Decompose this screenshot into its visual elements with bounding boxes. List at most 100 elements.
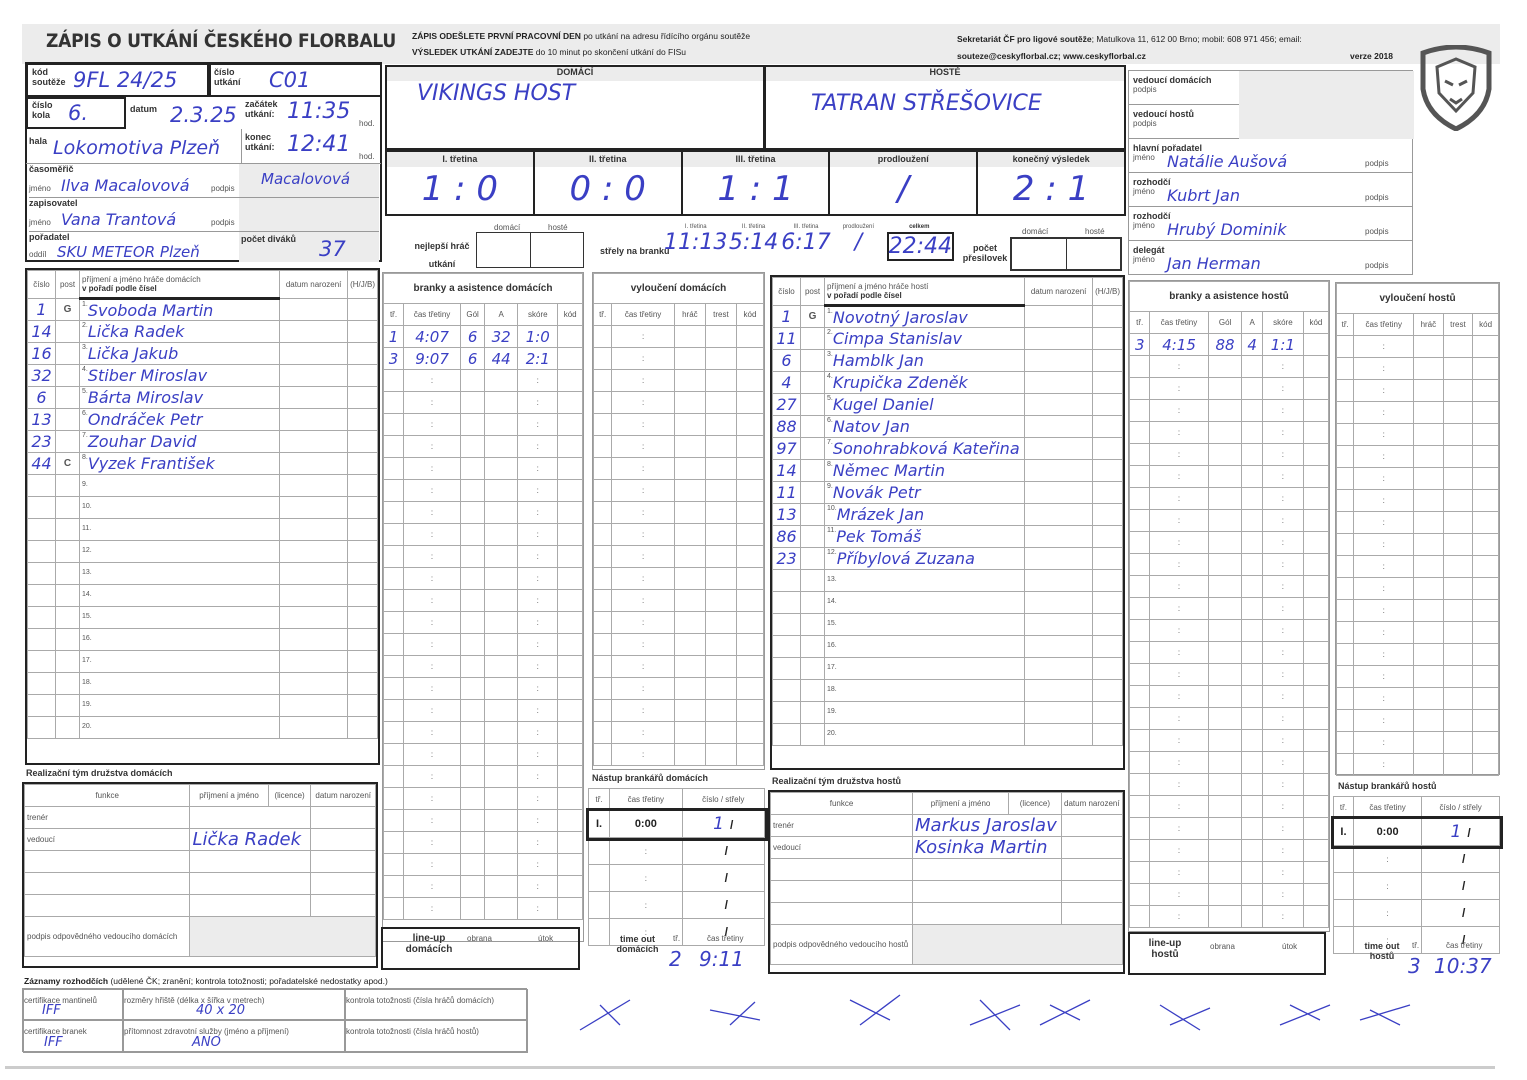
goal-row[interactable]: :: (382, 699, 583, 722)
shots-2[interactable]: III. třetina 6:17 (780, 224, 832, 272)
exclusion-row[interactable]: : (1335, 731, 1499, 754)
staff-row[interactable] (769, 902, 1124, 925)
goal-row[interactable]: :: (382, 831, 583, 854)
exclusion-row[interactable]: : (1335, 643, 1499, 666)
shots-1[interactable]: II. třetina 5:14 (727, 224, 779, 272)
goal-row[interactable]: :: (382, 567, 583, 590)
player-row[interactable]: 86 11.Pek Tomáš (772, 525, 1123, 548)
goal-row[interactable]: :: (1128, 487, 1330, 510)
powerplays-field[interactable] (1010, 237, 1122, 271)
goal-row[interactable]: :: (1128, 663, 1330, 686)
goal-row[interactable]: 1 4:07 6 32 1:0 (382, 325, 583, 348)
exclusion-row[interactable]: : (1335, 423, 1499, 446)
boards-cert-field[interactable]: certifikace mantinelů IFF (23, 989, 123, 1020)
id-check-away-field[interactable]: kontrola totožnosti (čísla hráčů hostů) (345, 1020, 528, 1053)
official-4[interactable]: rozhodčí jméno Hrubý Dominik podpis (1129, 207, 1412, 241)
goal-row[interactable]: :: (382, 853, 583, 876)
goalie-row[interactable]: : / (1333, 899, 1500, 927)
exclusion-row[interactable]: : (1335, 511, 1499, 534)
sign-row[interactable]: podpis odpovědného vedoucího hostů (769, 924, 1123, 965)
goal-row[interactable]: :: (382, 655, 583, 678)
goal-row[interactable]: :: (1128, 575, 1330, 598)
goal-row[interactable]: :: (382, 809, 583, 832)
goal-row[interactable]: :: (382, 677, 583, 700)
exclusion-row[interactable]: : (592, 567, 765, 590)
exclusion-row[interactable]: : (592, 523, 765, 546)
competition-code-field[interactable]: kód soutěže 9FL 24/25 (26, 63, 209, 97)
player-row[interactable]: 11. (27, 518, 378, 541)
goal-row[interactable]: :: (382, 545, 583, 568)
exclusion-row[interactable]: : (1335, 599, 1499, 622)
goal-row[interactable]: :: (1128, 861, 1330, 884)
goalie-row[interactable]: : / (1333, 845, 1500, 873)
player-row[interactable]: 18. (27, 672, 378, 695)
player-row[interactable]: 23 12.Příbylová Zuzana (772, 547, 1123, 570)
player-row[interactable]: 18. (772, 679, 1123, 702)
exclusion-row[interactable]: : (592, 589, 765, 612)
player-row[interactable]: 14 8.Němec Martin (772, 459, 1123, 482)
player-row[interactable]: 17. (27, 650, 378, 673)
player-row[interactable]: 20. (27, 716, 378, 739)
goal-row[interactable]: :: (382, 765, 583, 788)
exclusion-row[interactable]: : (1335, 357, 1499, 380)
home-team-field[interactable]: DOMÁCÍ VIKINGS HOST (385, 65, 765, 150)
exclusion-row[interactable]: : (592, 677, 765, 700)
goal-row[interactable]: :: (1128, 597, 1330, 620)
player-row[interactable]: 11 2.Cimpa Stanislav (772, 327, 1123, 350)
exclusion-row[interactable]: : (592, 743, 765, 766)
player-row[interactable]: 10. (27, 496, 378, 519)
exclusion-row[interactable]: : (1335, 687, 1499, 710)
player-row[interactable]: 12. (27, 540, 378, 563)
player-row[interactable]: 17. (772, 657, 1123, 680)
goal-row[interactable]: :: (382, 787, 583, 810)
goal-row[interactable]: :: (1128, 619, 1330, 642)
sign-row[interactable]: podpis odpovědného vedoucího domácích (23, 916, 376, 957)
goals-cert-field[interactable]: certifikace branek IFF (23, 1020, 123, 1053)
period-2[interactable]: III. třetina 1 : 1 (682, 152, 831, 214)
exclusion-row[interactable]: : (592, 655, 765, 678)
exclusion-row[interactable]: : (1335, 379, 1499, 402)
goal-row[interactable]: :: (382, 391, 583, 414)
goal-row[interactable]: :: (1128, 883, 1330, 906)
exclusion-row[interactable]: : (592, 721, 765, 744)
goal-row[interactable]: :: (382, 435, 583, 458)
player-row[interactable]: 20. (772, 723, 1123, 746)
goalie-row[interactable]: : / (587, 918, 766, 946)
exclusion-row[interactable]: : (1335, 489, 1499, 512)
player-row[interactable]: 15. (27, 606, 378, 629)
player-row[interactable]: 6 3.Hamblk Jan (772, 349, 1123, 372)
staff-row[interactable] (23, 894, 376, 917)
exclusion-row[interactable]: : (592, 545, 765, 568)
date-field[interactable]: datum 2.3.25 (130, 99, 237, 127)
goal-row[interactable]: :: (1128, 773, 1330, 796)
goal-row[interactable]: :: (382, 721, 583, 744)
official-0[interactable]: vedoucí domácích podpis (1129, 71, 1414, 105)
best-player-field[interactable] (476, 232, 584, 268)
goalie-row[interactable]: : / (587, 891, 766, 919)
player-row[interactable]: 44 C 8.Vyzek František (27, 452, 378, 475)
away-lineup[interactable]: line-up hostů obrana útok (1128, 932, 1326, 975)
player-row[interactable]: 14 2.Lička Radek (27, 320, 378, 343)
player-row[interactable]: 23 7.Zouhar David (27, 430, 378, 453)
player-row[interactable]: 14. (27, 584, 378, 607)
exclusion-row[interactable]: : (592, 633, 765, 656)
official-3[interactable]: rozhodčí jméno Kubrt Jan podpis (1129, 173, 1412, 207)
exclusion-row[interactable]: : (592, 435, 765, 458)
exclusion-row[interactable]: : (592, 699, 765, 722)
exclusion-row[interactable]: : (592, 413, 765, 436)
goal-row[interactable]: :: (1128, 421, 1330, 444)
goal-row[interactable]: :: (1128, 443, 1330, 466)
official-2[interactable]: hlavní pořadatel jméno Natálie Aušová podpi… (1129, 139, 1412, 173)
exclusion-row[interactable]: : (1335, 709, 1499, 732)
player-row[interactable]: 16. (27, 628, 378, 651)
player-row[interactable]: 27 5.Kugel Daniel (772, 393, 1123, 416)
goal-row[interactable]: :: (382, 611, 583, 634)
goalie-row[interactable]: : / (1333, 926, 1500, 954)
goal-row[interactable]: :: (382, 875, 583, 898)
rink-size-field[interactable]: rozměry hřiště (délka x šířka v metrech)… (123, 989, 345, 1020)
player-row[interactable]: 4 4.Krupička Zdeněk (772, 371, 1123, 394)
id-check-home-field[interactable]: kontrola totožnosti (čísla hráčů domácíc… (345, 989, 528, 1020)
goal-row[interactable]: :: (1128, 465, 1330, 488)
goalie-row[interactable]: : / (587, 864, 766, 892)
match-number-field[interactable]: číslo utkání C01 (209, 63, 382, 97)
